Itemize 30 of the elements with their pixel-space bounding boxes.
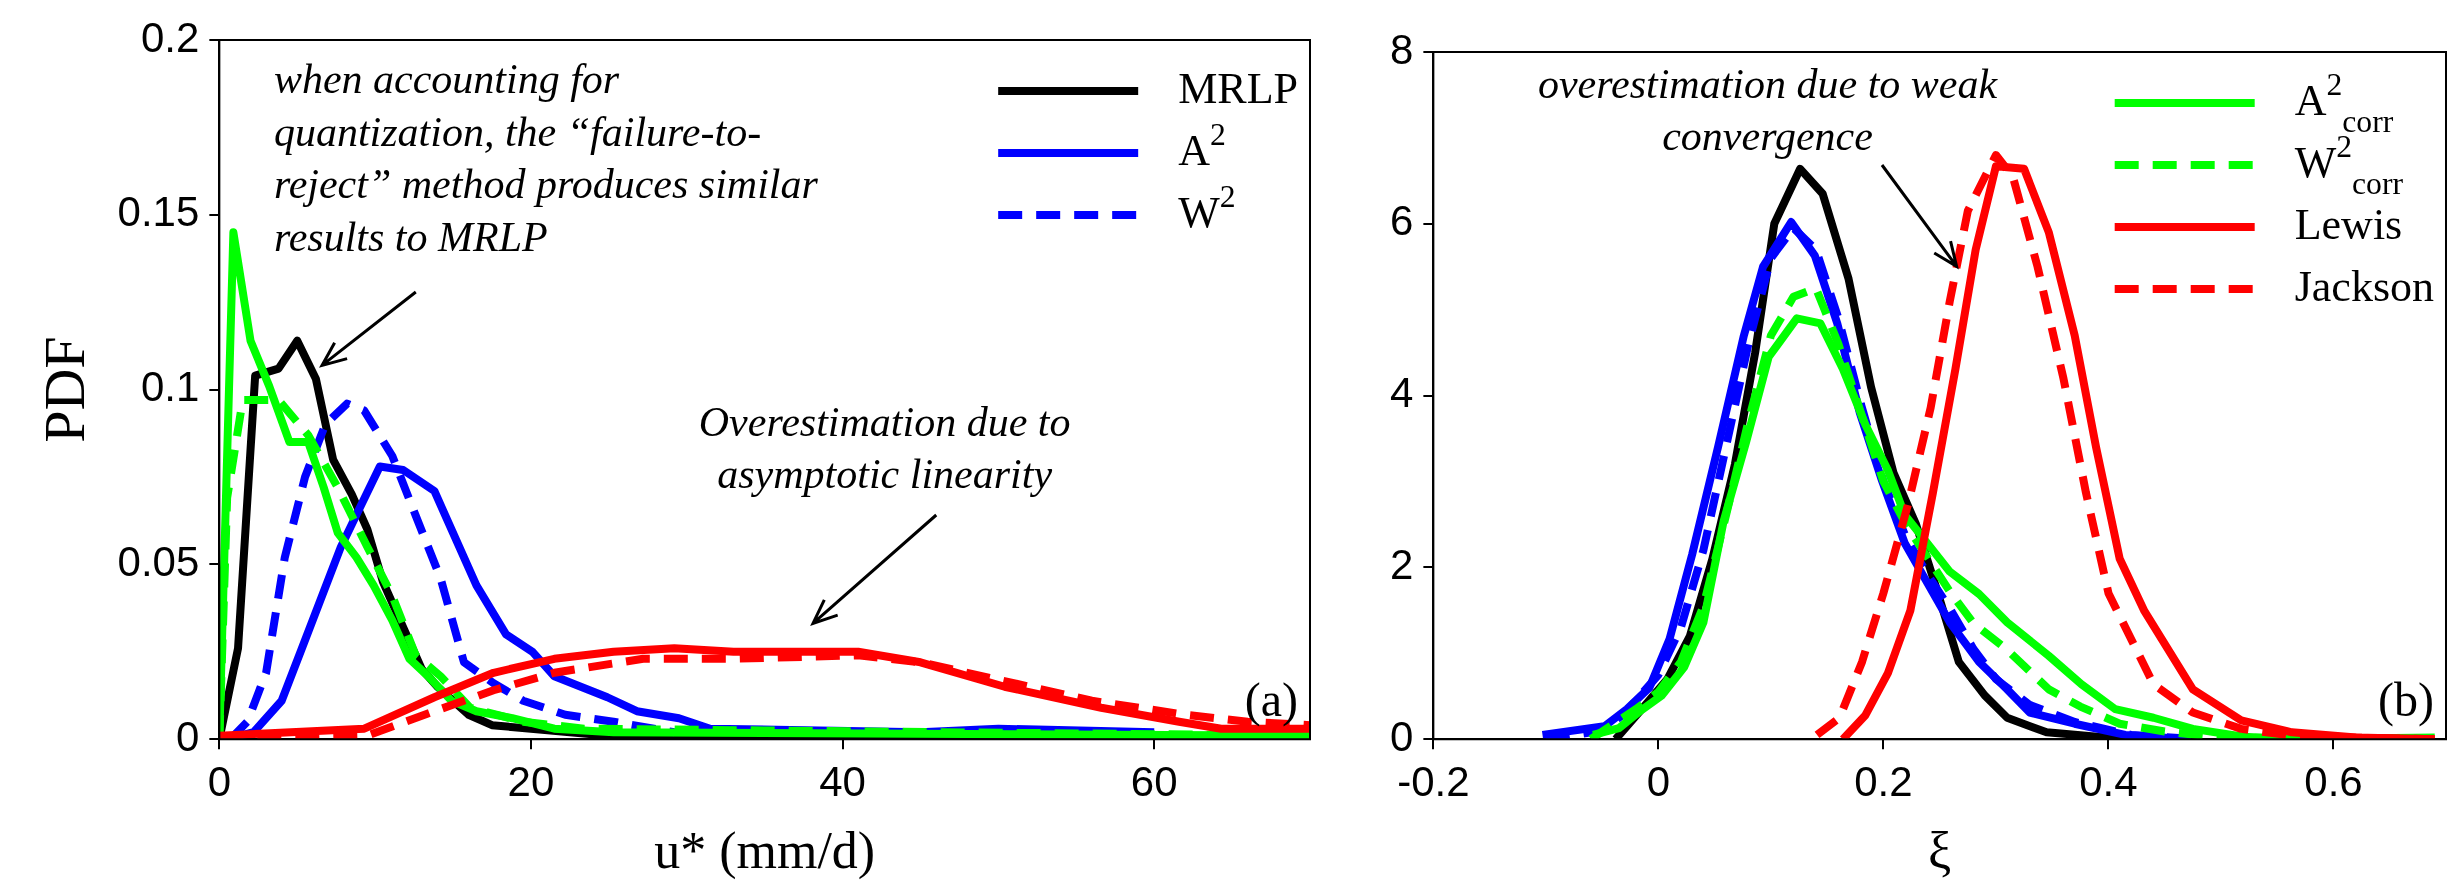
- y-tick-label: 4: [1390, 369, 1414, 417]
- y-tick-label: 6: [1390, 197, 1414, 245]
- annotation: overestimation due to weak convergence: [1537, 60, 1999, 160]
- y-tick-label: 0: [175, 712, 200, 760]
- legend-label: Lewis: [2294, 199, 2403, 249]
- legend-label: Jackson: [2294, 261, 2435, 311]
- y-tick-label: 0: [1390, 712, 1414, 760]
- y-tick-label: 2: [1390, 540, 1414, 588]
- y-tick-label: 0.05: [117, 537, 200, 585]
- y-tick-label: 0.2: [140, 13, 200, 61]
- y-tick-label: 0.1: [140, 363, 200, 411]
- x-tick-label: 40: [819, 757, 866, 805]
- annotation: Overestimation due to asymptotic linearity: [698, 398, 1071, 498]
- x-tick-label: 0.4: [2079, 757, 2138, 805]
- x-axis-title: ξ: [1928, 822, 1952, 880]
- y-axis-title: PDF: [32, 336, 98, 443]
- x-tick-label: 20: [507, 757, 555, 805]
- y-tick-label: 8: [1390, 25, 1414, 73]
- y-tick-label: 0.15: [117, 188, 200, 236]
- x-axis-title: u* (mm/d): [654, 822, 876, 881]
- annotation: (a): [1244, 672, 1298, 727]
- legend-label: MRLP: [1178, 63, 1299, 113]
- annotation: (b): [2378, 672, 2434, 727]
- x-tick-label: 60: [1130, 757, 1178, 805]
- x-tick-label: 0.2: [1854, 757, 1913, 805]
- x-tick-label: 0.6: [2304, 757, 2363, 805]
- x-tick-label: -0.2: [1397, 757, 1470, 805]
- x-tick-label: 0: [207, 757, 232, 805]
- annotation: when accounting for quantization, the “failure-to-reject” method produces similar results to MRLP: [273, 56, 819, 260]
- x-tick-label: 0: [1646, 757, 1671, 805]
